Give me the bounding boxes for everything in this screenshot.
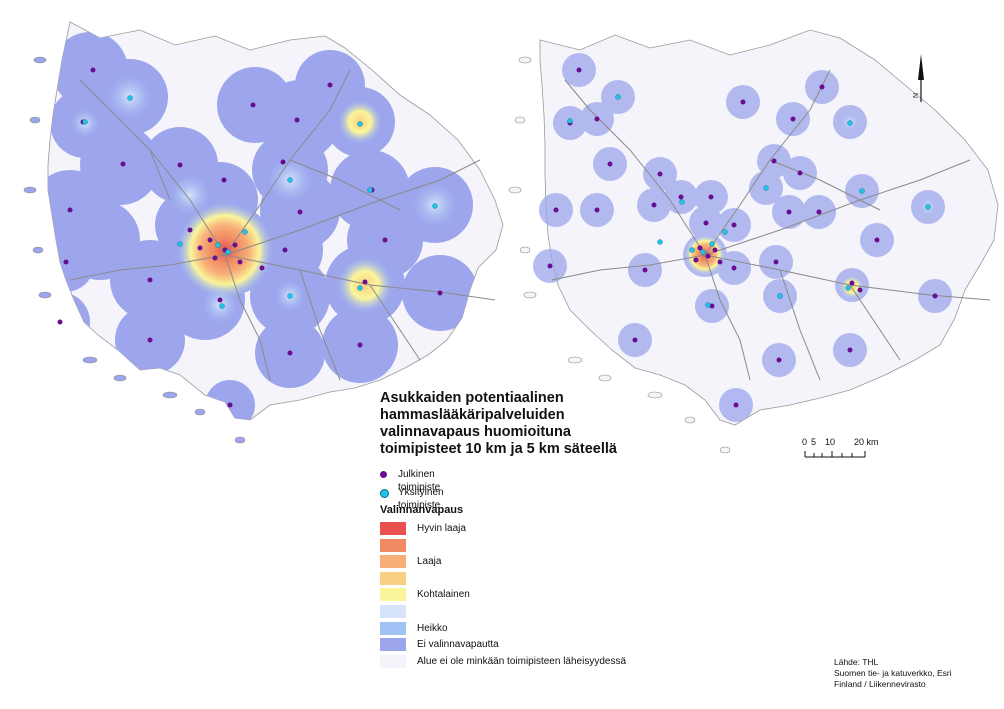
- source-line: Suomen tie- ja katuverkko, Esri: [834, 668, 952, 678]
- legend-swatch: [380, 638, 406, 652]
- left-roads: [69, 69, 496, 381]
- right-roads: [551, 69, 991, 381]
- scale-bar: [804, 451, 866, 458]
- legend-swatch: [380, 555, 406, 569]
- legend-label: Heikko: [417, 622, 448, 634]
- legend-label: Kohtalainen: [417, 589, 470, 601]
- scale-bar-labels: 0 5 10 20 km: [796, 437, 896, 449]
- title-line: Asukkaiden potentiaalinen: [380, 390, 564, 406]
- scale-label: 0: [802, 437, 808, 447]
- legend-label: Hyvin laaja: [417, 523, 466, 534]
- title-line: hammaslääkäripalveluiden: [380, 407, 565, 423]
- left-map: [23, 21, 504, 444]
- left-public-points: [57, 67, 443, 408]
- public-point-symbol: [380, 471, 387, 478]
- legend-swatch: [380, 522, 406, 535]
- left-islands: [23, 56, 246, 444]
- legend-label: Alue ei ole minkään toimipisteen läheisy…: [417, 655, 627, 667]
- scale-label: 5: [811, 437, 817, 447]
- map-title: Asukkaiden potentiaalinen hammaslääkärip…: [380, 390, 640, 458]
- right-map: [508, 29, 999, 454]
- title-line: valinnavapaus huomioituna: [380, 424, 571, 440]
- public-point-label: Julkinen toimipiste: [398, 469, 441, 493]
- source-line: Lähde: THL: [834, 657, 879, 667]
- title-line: toimipisteet 10 km ja 5 km säteellä: [380, 441, 617, 457]
- legend-title: Valinnanvapaus: [380, 504, 464, 516]
- legend-swatch: [380, 604, 406, 618]
- right-private-points: [567, 94, 931, 308]
- legend-label: Ei valinnavapautta: [417, 639, 499, 651]
- private-point-symbol: [380, 489, 389, 498]
- legend-swatch: [380, 588, 406, 602]
- source-note: Lähde: THL Suomen tie- ja katuverkko, Es…: [834, 657, 952, 690]
- legend-swatch: [380, 621, 406, 635]
- private-point-label: Yksityinen toimipiste: [398, 487, 444, 511]
- scale-label: 20 km: [854, 437, 879, 447]
- north-arrow-icon: N: [913, 54, 924, 102]
- legend-label: Laaja: [417, 556, 442, 568]
- right-warm-center: [840, 275, 864, 299]
- left-private-points: [82, 95, 438, 309]
- legend-swatch: [380, 654, 406, 668]
- legend-swatch: [380, 538, 406, 552]
- legend-swatch: [380, 571, 406, 585]
- scale-label: 10: [825, 437, 836, 447]
- right-public-points: [547, 67, 938, 408]
- north-label: N: [913, 93, 920, 98]
- right-islands: [508, 56, 731, 454]
- source-line: Finland / Liikennevirasto: [834, 679, 926, 689]
